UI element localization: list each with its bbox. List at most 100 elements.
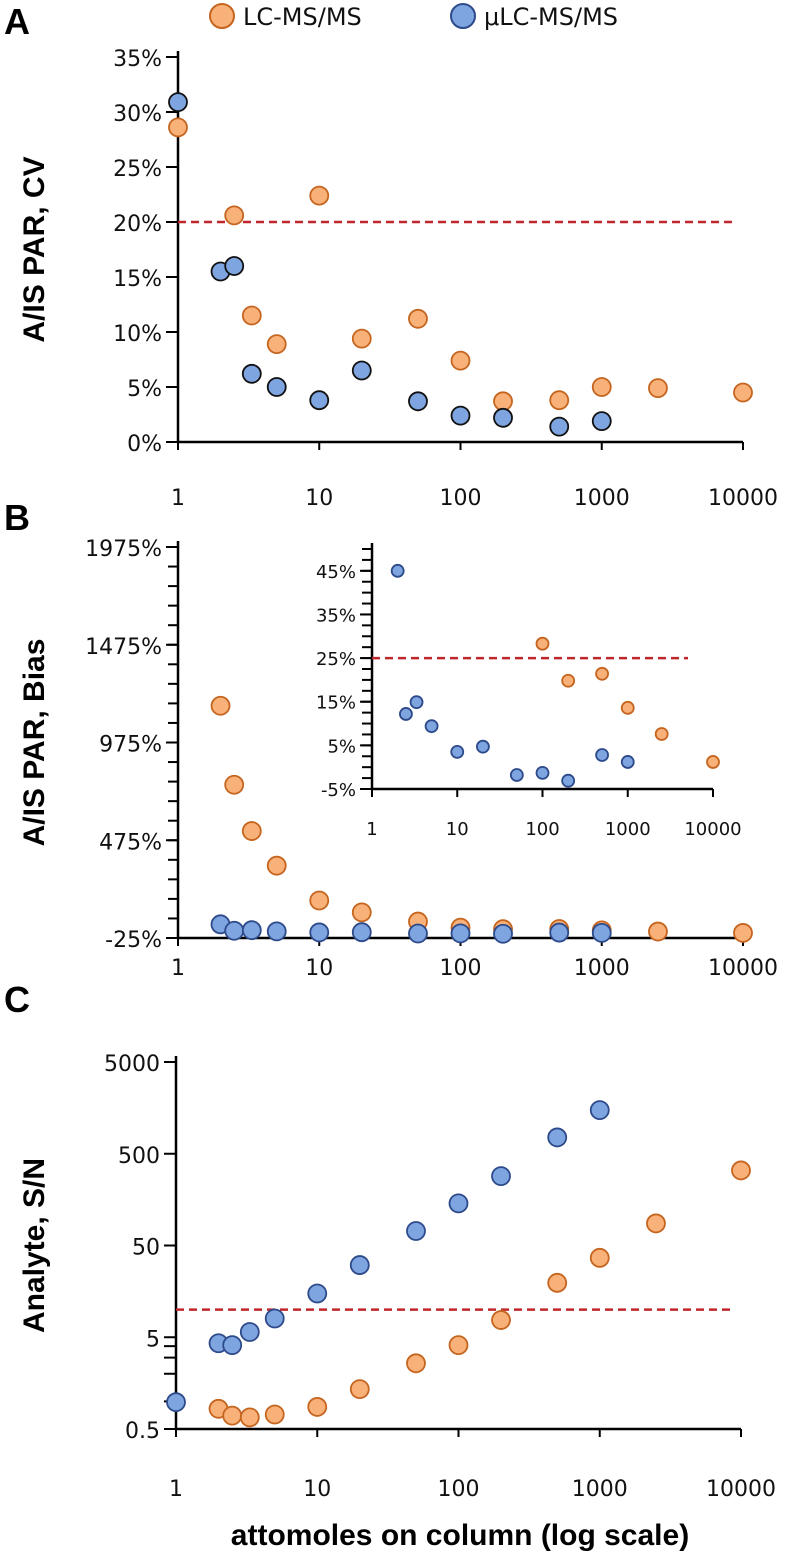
x-tick-label: 10 (305, 486, 333, 511)
data-point (408, 391, 428, 412)
y-tick-label: 25% (113, 157, 162, 182)
data-point (406, 1353, 426, 1374)
data-point (591, 922, 612, 943)
x-tick-label: 10000 (708, 956, 778, 981)
data-point (406, 1221, 426, 1241)
y-tick-label: 45% (316, 562, 356, 583)
y-tick-label: 975% (99, 733, 162, 758)
data-point (222, 1405, 243, 1426)
x-tick-label: 10000 (706, 1477, 776, 1502)
data-point (733, 382, 753, 403)
y-axis-title: A/IS PAR, CV (18, 156, 51, 342)
data-point (166, 1392, 186, 1413)
data-point (476, 739, 490, 754)
data-point (408, 308, 428, 329)
y-tick-label: 15% (113, 267, 162, 292)
data-point (535, 765, 550, 780)
data-point (264, 1308, 285, 1329)
data-point (424, 719, 439, 734)
data-point (408, 923, 428, 944)
data-point (309, 390, 330, 411)
series-lc-ms-ms (168, 117, 753, 412)
y-tick-label: 35% (113, 47, 162, 72)
series-micro-lc-ms-ms (166, 1100, 610, 1413)
data-point (224, 205, 245, 226)
series-lc-ms-ms (535, 636, 720, 769)
data-point (351, 902, 372, 923)
data-point (589, 1100, 610, 1121)
data-point (648, 378, 668, 399)
data-point (654, 727, 669, 741)
data-point (266, 855, 287, 876)
data-point (595, 666, 609, 681)
y-tick-label: 1975% (85, 537, 162, 562)
x-axis-title: attomoles on column (log scale) (231, 1519, 689, 1552)
data-point (239, 1322, 260, 1342)
legend-label-microlc: μLC-MS/MS (484, 3, 618, 31)
chart-c: 1 10 100 1000 10000 0.5 5 50 500 5000 Analyte, S/N… (4, 979, 776, 1502)
legend: LC-MS/MS μLC-MS/MS (209, 3, 618, 31)
x-tick-label: 10 (305, 956, 333, 981)
data-point (547, 1127, 568, 1148)
data-point (561, 773, 576, 788)
x-tick-label: 100 (440, 486, 482, 511)
data-point (491, 1166, 511, 1187)
y-tick-label: 5000 (104, 1052, 160, 1077)
data-point (266, 377, 287, 397)
data-point (309, 890, 330, 911)
data-point (222, 1335, 243, 1356)
series-micro-lc-ms-ms (390, 563, 635, 788)
y-tick-label: 20% (113, 212, 162, 237)
legend-marker-microlc (450, 3, 476, 29)
data-point (450, 745, 465, 759)
x-tick-label: 10000 (684, 819, 741, 840)
data-point (307, 1397, 328, 1417)
data-point (241, 821, 262, 841)
data-point (547, 1272, 568, 1293)
data-point (535, 636, 550, 651)
x-tick-label: 10000 (708, 486, 778, 511)
data-point (224, 774, 245, 795)
data-point (224, 920, 245, 941)
data-point (591, 411, 612, 432)
series-micro-lc-ms-ms (210, 914, 612, 944)
data-point (448, 1335, 469, 1356)
data-point (493, 391, 513, 412)
y-tick-label: 500 (118, 1144, 160, 1169)
series-lc-ms-ms (210, 695, 753, 943)
y-tick-label: 1475% (85, 635, 162, 660)
y-tick-label: 35% (316, 605, 356, 626)
data-point (733, 923, 753, 943)
x-tick-label: 1000 (572, 1477, 628, 1502)
data-point (210, 695, 231, 716)
x-tick-label: 1000 (574, 486, 630, 511)
x-tick-label: 1 (169, 1477, 183, 1502)
y-tick-label: -25% (105, 928, 162, 953)
panel-label: A (4, 1, 30, 42)
data-point (646, 1213, 666, 1234)
x-tick-label: 10 (303, 1477, 331, 1502)
data-point (549, 922, 570, 943)
x-tick-label: 1000 (574, 956, 630, 981)
data-point (450, 350, 471, 371)
data-point (168, 92, 188, 112)
data-point (493, 923, 513, 944)
data-point (351, 922, 372, 943)
data-point (241, 363, 262, 384)
data-point (620, 755, 635, 769)
data-point (450, 405, 471, 426)
y-tick-label: 475% (99, 830, 162, 855)
legend-marker-lc (209, 3, 235, 29)
data-point (309, 185, 330, 206)
data-point (309, 922, 330, 943)
data-point (351, 328, 372, 349)
data-point (509, 768, 524, 782)
data-point (349, 1379, 370, 1400)
data-point (399, 707, 413, 721)
data-point (264, 1404, 285, 1425)
data-point (648, 921, 668, 942)
y-tick-label: 10% (113, 322, 162, 347)
x-tick-label: 1 (171, 486, 185, 511)
data-point (241, 305, 262, 326)
